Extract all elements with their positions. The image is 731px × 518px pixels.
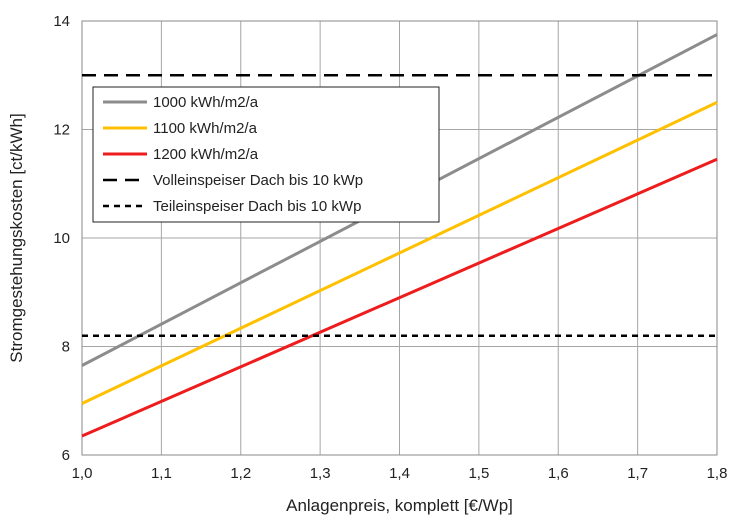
legend-label: Volleinspeiser Dach bis 10 kWp	[153, 172, 363, 189]
legend-box	[92, 86, 440, 223]
x-axis-title: Anlagenpreis, komplett [€/Wp]	[286, 496, 513, 515]
y-tick-label: 8	[62, 339, 70, 356]
legend: 1000 kWh/m2/a 1100 kWh/m2/a 1200 kWh/m2/a V…	[92, 86, 440, 223]
x-tick-label: 1,8	[707, 465, 728, 482]
x-tick-label: 1,0	[72, 465, 93, 482]
y-tick-label: 10	[53, 230, 70, 247]
legend-label: 1200 kWh/m2/a	[153, 146, 259, 163]
legend-label: 1000 kWh/m2/a	[153, 94, 259, 111]
series-line-2	[81, 101, 718, 405]
y-tick-label: 6	[62, 447, 70, 464]
y-axis-title: Stromgestehungskosten [ct/kWh]	[7, 113, 26, 362]
x-tick-label: 1,7	[627, 465, 648, 482]
x-tick-label: 1,5	[468, 465, 489, 482]
x-tick-label: 1,4	[389, 465, 410, 482]
plot-frame	[81, 20, 718, 456]
x-tick-label: 1,1	[151, 465, 172, 482]
y-tick-label: 14	[53, 13, 70, 30]
series-line-3	[81, 157, 718, 438]
legend-label: Teileinspeiser Dach bis 10 kWp	[153, 198, 361, 215]
plot-border	[81, 20, 718, 456]
legend-label: 1100 kWh/m2/a	[153, 120, 258, 137]
x-tick-label: 1,3	[310, 465, 331, 482]
y-tick-label: 12	[53, 122, 70, 139]
x-tick-label: 1,2	[230, 465, 251, 482]
grid	[81, 20, 718, 456]
tick-labels: 1,0 1,1 1,2 1,3 1,4 1,5 1,6 1,7 1,8 6 8 10 12 14	[53, 13, 727, 482]
x-tick-label: 1,6	[548, 465, 569, 482]
